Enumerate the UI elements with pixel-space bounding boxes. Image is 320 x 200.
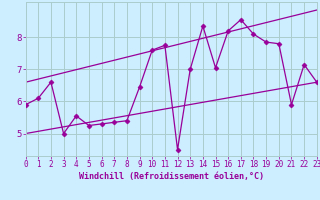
X-axis label: Windchill (Refroidissement éolien,°C): Windchill (Refroidissement éolien,°C) xyxy=(79,172,264,181)
